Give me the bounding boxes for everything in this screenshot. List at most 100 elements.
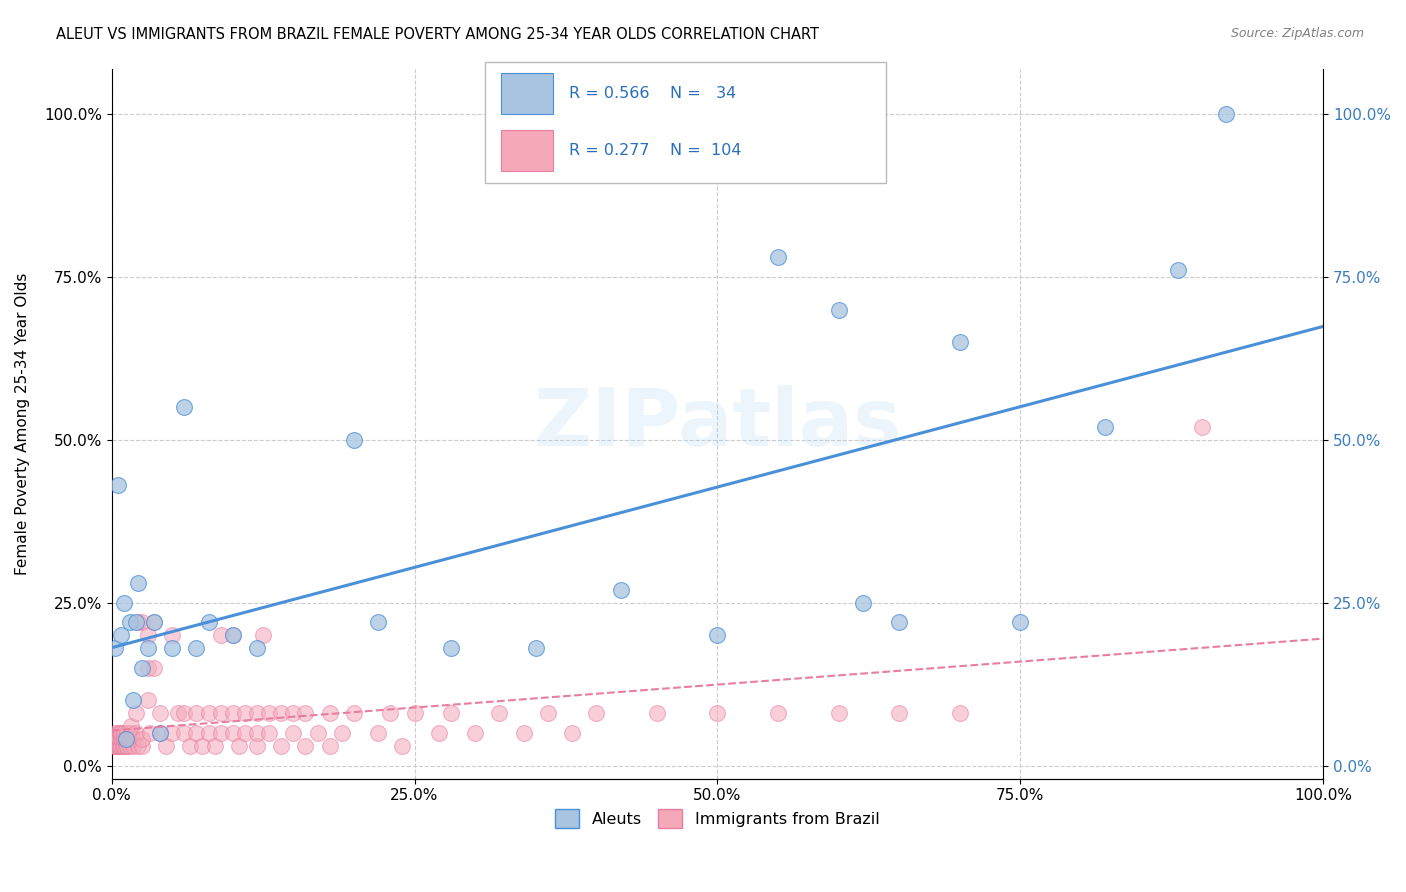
- Point: [766, 706, 789, 721]
- Point: [827, 706, 849, 721]
- Point: [108, 732, 131, 747]
- Point: [246, 641, 269, 656]
- Point: [464, 726, 486, 740]
- Point: [343, 706, 366, 721]
- Bar: [501, 130, 553, 171]
- Point: [120, 719, 142, 733]
- Point: [160, 628, 183, 642]
- Point: [104, 739, 127, 753]
- Point: [186, 706, 208, 721]
- Point: [104, 641, 127, 656]
- Point: [117, 739, 139, 753]
- Bar: [501, 73, 553, 114]
- Point: [889, 615, 911, 630]
- Point: [115, 739, 138, 753]
- Point: [1010, 615, 1032, 630]
- Point: [270, 739, 292, 753]
- Point: [561, 726, 583, 740]
- Point: [122, 732, 145, 747]
- Point: [173, 726, 195, 740]
- Point: [233, 726, 256, 740]
- Text: R = 0.566    N =   34: R = 0.566 N = 34: [569, 87, 737, 102]
- Point: [122, 693, 145, 707]
- Point: [107, 739, 129, 753]
- Point: [1191, 419, 1213, 434]
- Point: [827, 302, 849, 317]
- Point: [585, 706, 607, 721]
- Point: [197, 615, 219, 630]
- Point: [173, 401, 195, 415]
- Point: [110, 628, 132, 642]
- Point: [233, 706, 256, 721]
- Point: [209, 706, 232, 721]
- Point: [204, 739, 226, 753]
- Point: [246, 739, 269, 753]
- Point: [706, 628, 728, 642]
- Point: [143, 615, 166, 630]
- Text: ALEUT VS IMMIGRANTS FROM BRAZIL FEMALE POVERTY AMONG 25-34 YEAR OLDS CORRELATION: ALEUT VS IMMIGRANTS FROM BRAZIL FEMALE P…: [56, 27, 820, 42]
- Point: [143, 615, 166, 630]
- Point: [110, 732, 132, 747]
- Point: [173, 706, 195, 721]
- Point: [949, 706, 972, 721]
- Point: [108, 739, 131, 753]
- Point: [209, 628, 232, 642]
- Point: [107, 478, 129, 492]
- Point: [609, 582, 631, 597]
- Point: [440, 641, 463, 656]
- Point: [136, 641, 159, 656]
- Point: [246, 726, 269, 740]
- Point: [103, 739, 125, 753]
- Point: [122, 739, 145, 753]
- Point: [766, 251, 789, 265]
- Point: [160, 641, 183, 656]
- Point: [257, 706, 280, 721]
- Point: [367, 615, 389, 630]
- Point: [139, 726, 162, 740]
- Point: [112, 732, 135, 747]
- Point: [191, 739, 214, 753]
- Point: [319, 706, 342, 721]
- Point: [110, 739, 132, 753]
- Point: [427, 726, 450, 740]
- Point: [125, 706, 148, 721]
- Point: [118, 615, 141, 630]
- Point: [197, 726, 219, 740]
- Point: [852, 596, 875, 610]
- Point: [125, 726, 148, 740]
- Point: [108, 739, 131, 753]
- Point: [105, 739, 128, 753]
- Point: [889, 706, 911, 721]
- Point: [222, 628, 245, 642]
- Point: [118, 732, 141, 747]
- Point: [252, 628, 274, 642]
- Point: [246, 706, 269, 721]
- Point: [186, 726, 208, 740]
- Point: [115, 732, 138, 747]
- Point: [155, 739, 177, 753]
- Point: [537, 706, 560, 721]
- Point: [112, 739, 135, 753]
- Y-axis label: Female Poverty Among 25-34 Year Olds: Female Poverty Among 25-34 Year Olds: [15, 272, 30, 574]
- Point: [127, 576, 149, 591]
- Point: [294, 706, 316, 721]
- Point: [105, 732, 128, 747]
- Point: [197, 706, 219, 721]
- Point: [222, 726, 245, 740]
- Text: Source: ZipAtlas.com: Source: ZipAtlas.com: [1230, 27, 1364, 40]
- Point: [167, 706, 190, 721]
- Point: [440, 706, 463, 721]
- Text: R = 0.277    N =  104: R = 0.277 N = 104: [569, 143, 742, 158]
- Point: [107, 726, 129, 740]
- Point: [108, 726, 131, 740]
- Point: [343, 433, 366, 447]
- Point: [112, 726, 135, 740]
- Point: [149, 726, 172, 740]
- Point: [118, 739, 141, 753]
- Point: [112, 596, 135, 610]
- Point: [136, 661, 159, 675]
- Point: [186, 641, 208, 656]
- Point: [110, 726, 132, 740]
- Point: [222, 706, 245, 721]
- Point: [524, 641, 547, 656]
